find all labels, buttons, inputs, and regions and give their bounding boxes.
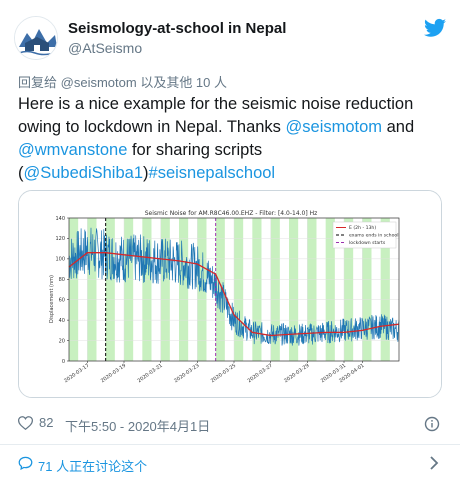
y-tick-label-4: 80 <box>59 277 65 283</box>
legend-label-1: exams ends in school <box>349 233 399 239</box>
text-part-1: Here is a nice example for the seismic n… <box>18 95 414 136</box>
smoothed-line <box>68 252 400 337</box>
discussion-link[interactable]: 71 人正在讨论这个 <box>18 454 442 474</box>
y-tick-label-7: 140 <box>55 216 65 222</box>
heart-icon[interactable] <box>18 415 33 430</box>
tweet-header: Seismology-at-school in Nepal @AtSeismo <box>14 16 446 60</box>
hashtag-seisnepalschool[interactable]: #seisnepalschool <box>148 164 276 182</box>
shaded-band-1 <box>87 218 97 361</box>
y-tick-label-0: 0 <box>62 359 65 365</box>
comment-bubble-icon <box>18 456 33 470</box>
shaded-band-17 <box>380 218 390 361</box>
y-tick-label-1: 20 <box>59 338 65 344</box>
author-name[interactable]: Seismology-at-school in Nepal <box>68 20 287 37</box>
shaded-band-8 <box>215 218 225 361</box>
author-block[interactable]: Seismology-at-school in Nepal @AtSeismo <box>68 20 286 57</box>
chart-legend: E (2h - 13h) exams ends in schoollockdown… <box>332 221 399 249</box>
discussion-text[interactable]: 71 人正在讨论这个 <box>38 459 148 474</box>
tweet-meta: 82 下午5:50 - 2020年4月1日 <box>18 414 442 434</box>
text-part-4: ) <box>143 164 149 182</box>
reply-handle[interactable]: @seismotom <box>60 75 137 90</box>
mention-seismotom[interactable]: @seismotom <box>285 118 383 136</box>
reply-prefix: 回复给 <box>18 75 58 90</box>
shaded-band-3 <box>124 218 134 361</box>
info-icon[interactable] <box>424 416 440 432</box>
reply-suffix[interactable]: 以及其他 10 人 <box>140 75 227 90</box>
smoothed-series <box>68 252 400 337</box>
raw-noise-line <box>68 227 400 346</box>
shaded-band-13 <box>307 218 317 361</box>
y-ticks: 0 20 40 60 80 100 120 140 <box>55 216 69 365</box>
event-lines <box>105 218 217 361</box>
chart-title: Seismic Noise for AM.R8C46.00.EHZ - Filt… <box>145 210 318 217</box>
chevron-right-icon[interactable] <box>428 455 440 471</box>
avatar[interactable] <box>14 16 58 60</box>
mention-wmvanstone[interactable]: @wmvanstone <box>18 141 128 159</box>
y-axis-label: Displacement (nm) <box>49 275 55 323</box>
shaded-band-7 <box>197 218 207 361</box>
like-button[interactable]: 82 <box>18 415 53 430</box>
shaded-band-0 <box>69 218 79 361</box>
shaded-band-12 <box>289 218 299 361</box>
shaded-band-10 <box>252 218 262 361</box>
media-image[interactable]: Seismic Noise for AM.R8C46.00.EHZ - Filt… <box>18 190 442 398</box>
shaded-band-5 <box>160 218 170 361</box>
divider <box>0 444 460 445</box>
shaded-band-4 <box>142 218 152 361</box>
shaded-band-6 <box>179 218 189 361</box>
mention-subedishiba1[interactable]: @SubediShiba1 <box>23 164 144 182</box>
weekday-bands <box>69 218 390 361</box>
y-tick-label-3: 60 <box>59 298 65 304</box>
shaded-band-11 <box>270 218 280 361</box>
shaded-band-14 <box>325 218 335 361</box>
y-tick-label-2: 40 <box>59 318 65 324</box>
timestamp[interactable]: 下午5:50 - 2020年4月1日 <box>65 419 211 434</box>
legend-label-0: E (2h - 13h) <box>349 225 376 231</box>
shaded-band-2 <box>105 218 115 361</box>
shaded-band-16 <box>362 218 372 361</box>
y-tick-label-6: 120 <box>55 236 65 242</box>
legend-label-2: lockdown starts <box>349 240 386 246</box>
shaded-band-9 <box>234 218 244 361</box>
author-handle[interactable]: @AtSeismo <box>68 40 143 56</box>
y-tick-label-5: 100 <box>55 257 65 263</box>
text-part-3: for sharing scripts ( <box>18 141 263 182</box>
text-part-2: and <box>382 118 415 136</box>
seismic-noise-chart[interactable]: Seismic Noise for AM.R8C46.00.EHZ - Filt… <box>19 191 442 398</box>
tweet-text: Here is a nice example for the seismic n… <box>18 93 438 185</box>
raw-noise-series <box>68 227 400 346</box>
twitter-bird-icon[interactable] <box>424 18 446 38</box>
like-count: 82 <box>39 415 54 430</box>
shaded-band-15 <box>344 218 354 361</box>
reply-context: 回复给 @seismotom 以及其他 10 人 <box>18 72 227 91</box>
